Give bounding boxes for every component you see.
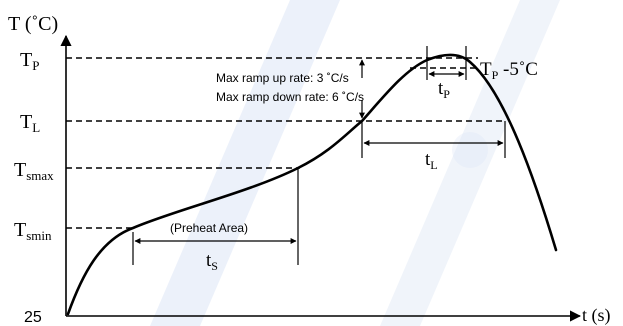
watermark	[150, 0, 560, 326]
tp-minus-label: TP -5˚C	[480, 59, 538, 82]
preheat-area-label: (Preheat Area)	[170, 221, 248, 235]
tsmin-label: Tsmin	[14, 219, 52, 243]
tsmax-label: Tsmax	[14, 159, 54, 183]
ramp-down-rate-label: Max ramp down rate: 6 ˚C/s	[216, 90, 364, 104]
ramp-up-rate-label: Max ramp up rate: 3 ˚C/s	[216, 71, 349, 85]
tl-label: TL	[20, 111, 40, 135]
origin-label: 25	[24, 309, 42, 326]
ts-interval-label: tS	[206, 250, 218, 273]
tp-label: TP	[20, 49, 39, 73]
reflow-profile-curve	[66, 53, 558, 316]
y-axis-label: T (˚C)	[8, 13, 58, 35]
tl-interval-label: tL	[425, 149, 438, 172]
tp-interval-label: tP	[438, 78, 450, 101]
x-axis-label: t (s)	[582, 305, 611, 326]
